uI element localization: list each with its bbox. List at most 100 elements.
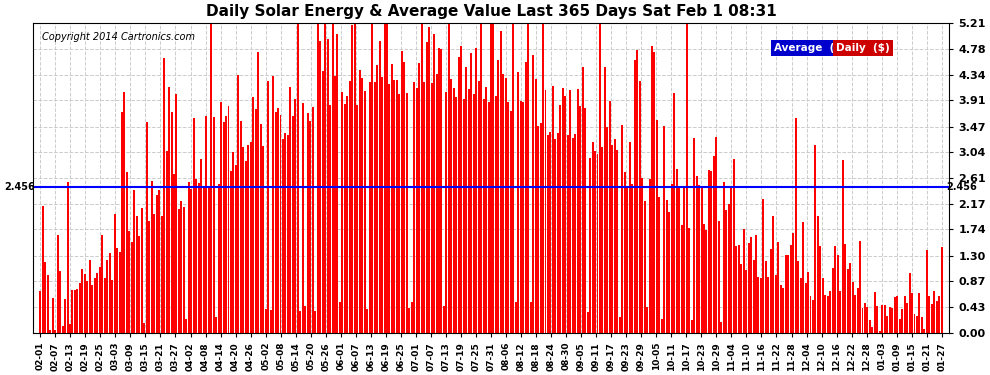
Bar	[89, 260, 91, 333]
Bar	[884, 306, 886, 333]
Bar	[235, 165, 237, 333]
Bar	[267, 81, 269, 333]
Bar	[597, 154, 599, 333]
Bar	[731, 187, 733, 333]
Bar	[686, 23, 688, 333]
Bar	[248, 145, 249, 333]
Bar	[807, 272, 809, 333]
Bar	[74, 290, 76, 333]
Bar	[931, 304, 933, 333]
Bar	[436, 74, 438, 333]
Bar	[723, 182, 725, 333]
Bar	[607, 127, 609, 333]
Bar	[840, 291, 842, 333]
Bar	[190, 189, 192, 333]
Bar	[423, 82, 425, 333]
Bar	[111, 280, 113, 333]
Bar	[289, 87, 291, 333]
Bar	[726, 210, 728, 333]
Bar	[589, 158, 591, 333]
Bar	[663, 126, 665, 333]
Bar	[160, 216, 162, 333]
Bar	[274, 112, 276, 333]
Bar	[71, 290, 73, 333]
Bar	[716, 137, 718, 333]
Bar	[353, 23, 355, 333]
Bar	[64, 299, 66, 333]
Bar	[817, 216, 819, 333]
Bar	[844, 244, 846, 333]
Bar	[582, 67, 584, 333]
Bar	[56, 236, 58, 333]
Bar	[203, 188, 205, 333]
Bar	[378, 41, 380, 333]
Bar	[252, 97, 254, 333]
Bar	[109, 253, 111, 333]
Bar	[188, 183, 190, 333]
Bar	[96, 273, 98, 333]
Bar	[324, 23, 326, 333]
Bar	[373, 82, 375, 333]
Bar	[59, 271, 61, 333]
Bar	[612, 145, 614, 333]
Bar	[505, 78, 507, 333]
Bar	[562, 88, 564, 333]
Bar	[220, 102, 222, 333]
Bar	[150, 182, 152, 333]
Bar	[183, 207, 185, 333]
Bar	[622, 124, 624, 333]
Bar	[383, 23, 385, 333]
Bar	[254, 109, 256, 333]
Bar	[701, 186, 703, 333]
Bar	[869, 320, 871, 333]
Bar	[879, 332, 881, 333]
Bar	[846, 269, 848, 333]
Bar	[356, 105, 358, 333]
Bar	[465, 67, 467, 333]
Bar	[447, 23, 449, 333]
Bar	[632, 183, 634, 333]
Bar	[587, 312, 589, 333]
Bar	[637, 50, 639, 333]
Bar	[307, 114, 309, 333]
Bar	[322, 71, 324, 333]
Bar	[750, 237, 752, 333]
Bar	[388, 84, 390, 333]
Bar	[401, 51, 403, 333]
Text: 2.456: 2.456	[946, 182, 977, 192]
Bar	[126, 172, 128, 333]
Bar	[911, 293, 913, 333]
Bar	[780, 285, 782, 333]
Bar	[170, 112, 172, 333]
Bar	[91, 285, 93, 333]
Bar	[876, 306, 878, 333]
Bar	[327, 39, 329, 333]
Bar	[358, 70, 360, 333]
Bar	[272, 76, 274, 333]
Bar	[718, 221, 720, 333]
Bar	[767, 277, 769, 333]
Bar	[741, 264, 742, 333]
Bar	[532, 55, 534, 333]
Bar	[896, 296, 898, 333]
Bar	[624, 172, 626, 333]
Bar	[257, 52, 259, 333]
Bar	[185, 318, 187, 333]
Bar	[472, 93, 474, 333]
Bar	[441, 49, 443, 333]
Bar	[510, 111, 512, 333]
Bar	[574, 134, 576, 333]
Bar	[520, 101, 522, 333]
Bar	[136, 216, 138, 333]
Bar	[76, 289, 78, 333]
Bar	[428, 27, 430, 333]
Bar	[547, 135, 549, 333]
Bar	[47, 275, 49, 333]
Text: Daily  ($): Daily ($)	[837, 43, 890, 53]
Bar	[175, 94, 177, 333]
Bar	[329, 105, 331, 333]
Bar	[940, 247, 942, 333]
Bar	[148, 220, 150, 333]
Bar	[678, 188, 680, 333]
Bar	[530, 302, 532, 333]
